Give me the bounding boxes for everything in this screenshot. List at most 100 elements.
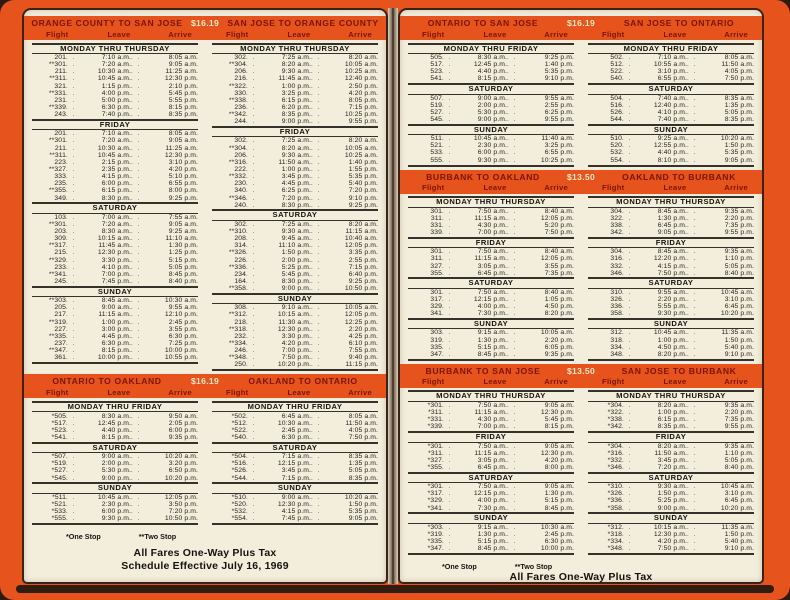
flight-row: *327 3:05 p.m. 4:20 p.m.: [408, 457, 574, 464]
dot-leader: [246, 413, 259, 420]
leave-time: 4:00 p.m.: [101, 89, 131, 97]
flight-number: **316: [228, 158, 246, 166]
arrive-time: 9:05 a.m.: [544, 402, 574, 409]
dot-leader: [311, 427, 324, 434]
dot-leader: [507, 423, 520, 430]
arrive-time: 9:10 p.m.: [724, 350, 754, 358]
leave-time: 9:00 p.m.: [281, 118, 311, 126]
flight-number: **332: [228, 173, 246, 181]
dot-leader: [131, 195, 144, 202]
dot-leader: [687, 524, 700, 531]
leave-time: 9:00 p.m.: [657, 504, 687, 512]
flight-row: 521 2:30 p.m. 3:25 p.m.: [408, 142, 574, 149]
arrive-time: 9:25 p.m.: [348, 201, 378, 209]
dot-leader: [131, 467, 144, 474]
flight-row: 358 9:30 p.m. 10:20 p.m.: [588, 310, 754, 317]
dot-leader: [442, 229, 455, 236]
flight-row: 301 7:50 a.m. 8:40 a.m.: [408, 208, 574, 215]
leave-time: 6:25 p.m.: [281, 187, 311, 195]
flight-number: 358: [610, 310, 622, 318]
column-headers: Flight Leave Arrive Flight Leave Arrive: [400, 377, 762, 388]
flight-row: 230 4:45 p.m. 5:40 p.m.: [212, 180, 378, 187]
flight-row: 339 7:00 p.m. 7:50 p.m.: [408, 229, 574, 236]
leave-time: 6:30 p.m.: [101, 104, 131, 112]
dot-leader: [507, 344, 520, 351]
dot-leader: [622, 538, 635, 545]
dot-leader: [507, 255, 520, 262]
flight-number: *342: [607, 423, 622, 431]
dot-leader: [507, 109, 520, 116]
flight-row: **317 11:45 a.m. 1:30 p.m.: [32, 242, 198, 249]
leave-time: 4:10 p.m.: [657, 108, 687, 116]
footer-fares-line: All Fares One-Way Plus Tax: [133, 547, 277, 559]
route-title: ONTARIO TO SAN JOSE: [427, 18, 539, 28]
day-header: MONDAY THRU THURSDAY: [32, 42, 198, 54]
dot-leader: [622, 497, 635, 504]
flight-number: 355: [430, 269, 442, 277]
flight-number: 223: [54, 158, 66, 166]
arrive-time: 5:45 p.m.: [544, 416, 574, 424]
flight-number: 244: [234, 118, 246, 126]
schedule-column: MONDAY THRU THURSDAY2017:10 a.m.8:05 a.m…: [32, 42, 198, 371]
dot-leader: [311, 118, 324, 125]
flight-row: **358 9:00 p.m. 10:50 p.m.: [212, 285, 378, 292]
leave-time: 2:30 p.m.: [101, 500, 131, 508]
day-header: SATURDAY: [212, 441, 378, 454]
leave-time: 6:45 p.m.: [477, 269, 507, 277]
dot-leader: [66, 515, 79, 522]
flight-row: **301 7:20 a.m. 9:05 a.m.: [32, 221, 198, 228]
leave-time: 7:25 a.m.: [281, 54, 311, 62]
day-header: SATURDAY: [408, 83, 574, 95]
arrive-time: 7:35 p.m.: [724, 222, 754, 230]
arrive-time: 8:15 p.m.: [544, 423, 574, 431]
dot-leader: [131, 228, 144, 235]
flight-number: **358: [228, 285, 246, 293]
leave-time: 4:00 p.m.: [477, 303, 507, 311]
flight-number: *319: [427, 530, 442, 538]
dot-leader: [311, 453, 324, 460]
flight-number: *520: [231, 500, 246, 508]
route-title: OAKLAND TO BURBANK: [622, 171, 736, 182]
flight-number: 301: [430, 207, 442, 215]
flight-number: **310: [228, 228, 246, 236]
leave-time: 7:30 p.m.: [477, 310, 507, 318]
route-title: BURBANK TO SAN JOSE: [425, 365, 541, 376]
arrive-time: 9:35 a.m.: [724, 442, 754, 450]
flight-row: 327 3:05 p.m. 3:55 p.m.: [408, 263, 574, 270]
arrive-time: 7:15 p.m.: [348, 104, 378, 112]
flight-row: 218 11:30 a.m. 12:25 p.m.: [212, 319, 378, 326]
dot-leader: [246, 54, 259, 61]
dot-leader: [66, 326, 79, 333]
flight-row: *339 7:00 p.m. 8:15 p.m.: [408, 423, 574, 430]
flight-number: *301: [427, 442, 442, 450]
flight-number: 347: [430, 350, 442, 358]
fare-badge: $13.50: [566, 365, 596, 376]
arrive-time: 9:05 a.m.: [544, 442, 574, 450]
flight-row: *301 7:50 a.m. 9:05 a.m.: [408, 443, 574, 450]
dot-leader: [507, 95, 520, 102]
arrive-time: 12:05 p.m.: [540, 255, 574, 263]
flight-row: 516 12:40 p.m. 1:35 p.m.: [588, 102, 754, 109]
route-band-titles: BURBANK TO OAKLAND $13.50 OAKLAND TO BURBA…: [400, 170, 762, 183]
dot-leader: [622, 116, 635, 123]
flight-row: **355 6:15 p.m. 8:00 p.m.: [32, 187, 198, 194]
flight-row: *317 12:15 p.m. 1:30 p.m.: [408, 490, 574, 497]
arrive-time: 7:20 p.m.: [348, 187, 378, 195]
table-end-rule: [408, 553, 574, 556]
flight-number: 533: [430, 149, 442, 157]
flight-row: **326 1:50 p.m. 3:35 p.m.: [212, 249, 378, 256]
leave-time: 8:30 p.m.: [101, 194, 131, 202]
dot-leader: [66, 319, 79, 326]
dot-leader: [66, 187, 79, 194]
leave-time: 8:15 p.m.: [101, 347, 131, 355]
leave-time: 7:10 a.m.: [101, 54, 131, 62]
leave-time: 12:15 p.m.: [473, 296, 507, 304]
dot-leader: [311, 111, 324, 118]
arrive-time: 5:35 p.m.: [348, 507, 378, 515]
flight-row: *347 8:45 p.m. 10:00 p.m.: [408, 545, 574, 552]
flight-number: *522: [231, 426, 246, 434]
day-header: SUNDAY: [408, 123, 574, 136]
flight-row: 504 7:40 a.m. 8:35 a.m.: [588, 95, 754, 102]
flight-number: 243: [54, 111, 66, 119]
day-header: MONDAY THRU FRIDAY: [588, 42, 754, 54]
